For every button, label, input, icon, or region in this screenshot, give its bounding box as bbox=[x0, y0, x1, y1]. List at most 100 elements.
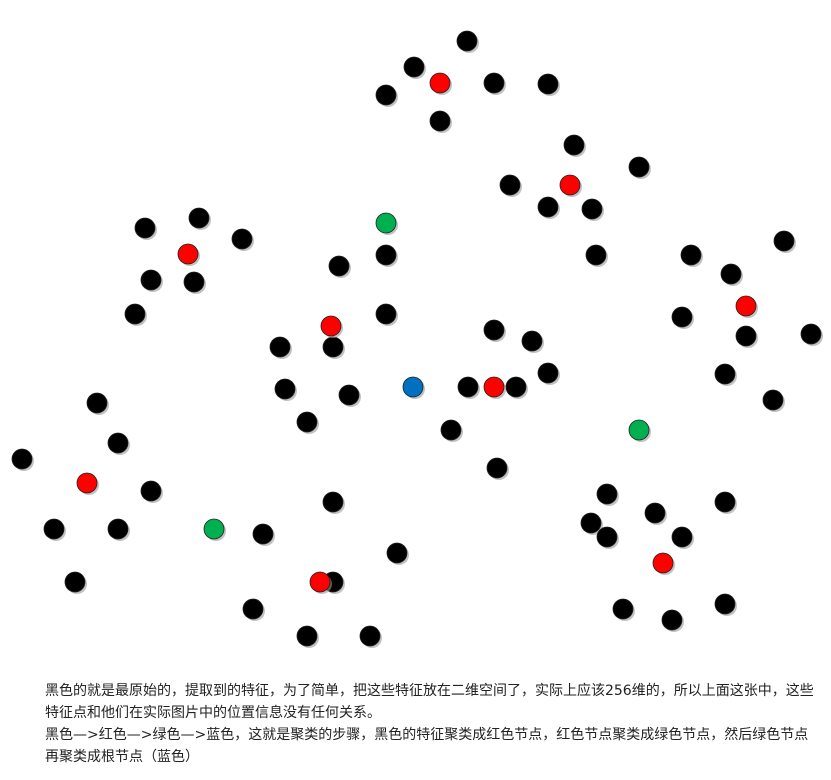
feature-point bbox=[376, 245, 398, 267]
feature-point bbox=[736, 326, 758, 348]
feature-point bbox=[65, 572, 87, 594]
feature-point bbox=[44, 519, 66, 541]
feature-point-dot bbox=[430, 111, 450, 131]
feature-point bbox=[597, 527, 619, 549]
feature-point-dot bbox=[457, 31, 477, 51]
feature-point bbox=[487, 458, 509, 480]
feature-point bbox=[430, 111, 452, 133]
red-cluster-node-dot bbox=[77, 473, 97, 493]
feature-point bbox=[232, 229, 254, 251]
feature-point bbox=[538, 74, 560, 96]
feature-point-dot bbox=[360, 626, 380, 646]
feature-point-dot bbox=[715, 594, 735, 614]
feature-point bbox=[645, 503, 667, 525]
feature-point bbox=[681, 245, 703, 267]
feature-point-dot bbox=[681, 245, 701, 265]
feature-point-dot bbox=[613, 599, 633, 619]
feature-point-dot bbox=[522, 331, 542, 351]
feature-point-dot bbox=[721, 264, 741, 284]
caption: 黑色的就是最原始的，提取到的特征，为了简单，把这些特征放在二维空间了，实际上应该… bbox=[45, 680, 821, 768]
feature-point-dot bbox=[736, 326, 756, 346]
feature-point bbox=[662, 610, 684, 632]
feature-point bbox=[297, 412, 319, 434]
feature-point-dot bbox=[108, 519, 128, 539]
feature-point-dot bbox=[323, 492, 343, 512]
feature-point bbox=[715, 364, 737, 386]
feature-point-dot bbox=[597, 484, 617, 504]
caption-line-1: 黑色的就是最原始的，提取到的特征，为了简单，把这些特征放在二维空间了，实际上应该… bbox=[45, 680, 821, 724]
feature-point-dot bbox=[376, 85, 396, 105]
feature-point-dot bbox=[404, 57, 424, 77]
feature-point-dot bbox=[582, 199, 602, 219]
feature-point-dot bbox=[376, 245, 396, 265]
red-cluster-node bbox=[484, 377, 506, 399]
feature-point-dot bbox=[270, 337, 290, 357]
feature-point-dot bbox=[339, 385, 359, 405]
feature-point bbox=[715, 594, 737, 616]
feature-point-dot bbox=[141, 481, 161, 501]
feature-point-dot bbox=[484, 320, 504, 340]
feature-point bbox=[522, 331, 544, 353]
feature-point bbox=[141, 270, 163, 292]
red-cluster-node-dot bbox=[178, 244, 198, 264]
feature-point bbox=[275, 379, 297, 401]
feature-point bbox=[672, 527, 694, 549]
feature-point-dot bbox=[125, 304, 145, 324]
red-cluster-node bbox=[736, 296, 758, 318]
node-layer bbox=[12, 31, 823, 648]
feature-point bbox=[484, 73, 506, 95]
feature-point bbox=[329, 256, 351, 278]
red-cluster-node-dot bbox=[310, 572, 330, 592]
feature-point bbox=[376, 85, 398, 107]
feature-point-dot bbox=[672, 307, 692, 327]
feature-point bbox=[500, 175, 522, 197]
feature-point bbox=[801, 324, 823, 346]
feature-point bbox=[253, 524, 275, 546]
feature-point-dot bbox=[232, 229, 252, 249]
feature-point-dot bbox=[275, 379, 295, 399]
feature-point bbox=[12, 449, 34, 471]
feature-point bbox=[441, 420, 463, 442]
feature-point bbox=[506, 377, 528, 399]
feature-point bbox=[613, 599, 635, 621]
feature-point bbox=[763, 390, 785, 412]
feature-point-dot bbox=[487, 458, 507, 478]
red-cluster-node bbox=[653, 553, 675, 575]
feature-point-dot bbox=[500, 175, 520, 195]
feature-point-dot bbox=[184, 272, 204, 292]
red-cluster-node bbox=[178, 244, 200, 266]
red-cluster-node bbox=[430, 73, 452, 95]
feature-point-dot bbox=[141, 270, 161, 290]
feature-point-dot bbox=[387, 543, 407, 563]
blue-root-node bbox=[403, 377, 425, 399]
feature-point-dot bbox=[484, 73, 504, 93]
feature-point-dot bbox=[564, 135, 584, 155]
blue-root-node-dot bbox=[403, 377, 423, 397]
red-cluster-node-dot bbox=[321, 316, 341, 336]
feature-point-dot bbox=[662, 610, 682, 630]
red-cluster-node-dot bbox=[560, 175, 580, 195]
feature-point bbox=[376, 304, 398, 326]
feature-point bbox=[387, 543, 409, 565]
green-cluster-node bbox=[629, 420, 651, 442]
feature-point-dot bbox=[645, 503, 665, 523]
feature-point-dot bbox=[297, 626, 317, 646]
feature-point-dot bbox=[801, 324, 821, 344]
feature-point-dot bbox=[189, 208, 209, 228]
feature-point-dot bbox=[538, 197, 558, 217]
feature-point-dot bbox=[12, 449, 32, 469]
feature-point bbox=[189, 208, 211, 230]
green-cluster-node-dot bbox=[629, 420, 649, 440]
feature-point-dot bbox=[65, 572, 85, 592]
feature-point bbox=[323, 492, 345, 514]
feature-point bbox=[538, 363, 560, 385]
feature-point bbox=[108, 433, 130, 455]
feature-point-dot bbox=[763, 390, 783, 410]
feature-point-dot bbox=[597, 527, 617, 547]
feature-point bbox=[108, 519, 130, 541]
feature-point-dot bbox=[135, 218, 155, 238]
feature-point bbox=[360, 626, 382, 648]
feature-point-dot bbox=[538, 363, 558, 383]
feature-point bbox=[597, 484, 619, 506]
feature-point bbox=[339, 385, 361, 407]
